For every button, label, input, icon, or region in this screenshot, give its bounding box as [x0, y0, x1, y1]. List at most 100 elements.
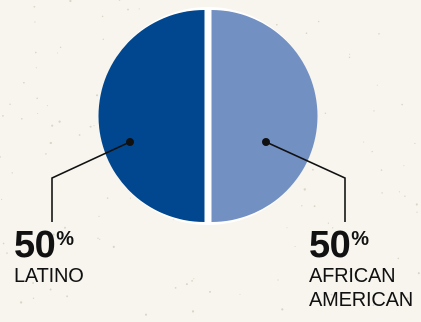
- texture-dot: [6, 252, 8, 254]
- latino-leader-dot: [126, 138, 134, 146]
- texture-dot: [11, 172, 13, 174]
- texture-dot: [97, 237, 99, 240]
- texture-dot: [34, 51, 37, 54]
- texture-dot: [32, 297, 35, 299]
- texture-dot: [19, 301, 23, 304]
- texture-dot: [372, 304, 375, 306]
- african-american-percent: 50%: [309, 226, 419, 264]
- texture-dot: [46, 105, 48, 107]
- texture-dot: [381, 192, 383, 194]
- texture-dot: [33, 5, 36, 8]
- texture-dot: [129, 197, 131, 199]
- texture-dot: [1, 198, 3, 201]
- texture-dot: [193, 278, 195, 280]
- texture-dot: [20, 117, 23, 120]
- texture-dot: [415, 203, 418, 206]
- texture-dot: [406, 297, 409, 300]
- texture-dot: [303, 188, 306, 191]
- texture-dot: [398, 191, 401, 193]
- texture-dot: [315, 251, 317, 253]
- texture-dot: [49, 288, 52, 291]
- texture-dot: [317, 20, 320, 23]
- texture-dot: [316, 296, 319, 299]
- texture-dot: [330, 293, 333, 296]
- texture-dot: [101, 15, 104, 18]
- texture-dot: [349, 270, 351, 273]
- texture-dot: [376, 84, 378, 86]
- texture-dot: [69, 0, 72, 3]
- texture-dot: [95, 94, 99, 97]
- texture-dot: [286, 227, 288, 229]
- texture-dot: [378, 33, 380, 35]
- texture-dot: [349, 53, 351, 55]
- texture-dot: [98, 215, 100, 218]
- texture-dot: [417, 272, 420, 275]
- texture-dot: [59, 46, 62, 49]
- texture-dot: [138, 8, 140, 10]
- latino-percent-symbol: %: [56, 228, 74, 250]
- texture-dot: [401, 103, 403, 106]
- latino-leader-line: [51, 141, 131, 222]
- texture-dot: [209, 290, 211, 293]
- texture-dot: [324, 112, 327, 114]
- texture-dot: [397, 257, 400, 260]
- texture-dot: [23, 81, 25, 84]
- texture-dot: [404, 195, 406, 197]
- african-american-category-label: AFRICAN AMERICAN: [309, 265, 413, 311]
- texture-dot: [277, 279, 279, 281]
- texture-dot: [174, 287, 177, 289]
- latino-percent: 50%: [14, 226, 154, 264]
- texture-dot: [275, 23, 278, 26]
- african-american-leader-line: [265, 141, 346, 222]
- texture-dot: [34, 21, 36, 23]
- african-american-leader-dot: [262, 138, 270, 146]
- texture-dot: [327, 222, 330, 224]
- texture-dot: [89, 125, 92, 128]
- texture-dot: [191, 310, 195, 313]
- texture-dot: [102, 38, 105, 41]
- latino-label-group: 50% LATINO: [14, 226, 154, 288]
- texture-dot: [112, 245, 115, 248]
- texture-dot: [313, 205, 316, 208]
- pie-slice-african-american: [211, 10, 318, 222]
- texture-dot: [52, 233, 55, 236]
- pie-slice-latino: [98, 10, 205, 222]
- texture-dot: [127, 8, 129, 11]
- texture-dot: [106, 197, 109, 199]
- african-american-percent-symbol: %: [351, 228, 369, 250]
- texture-dot: [185, 283, 188, 286]
- texture-dot: [51, 124, 54, 127]
- texture-dot: [118, 0, 121, 1]
- texture-dot: [37, 112, 39, 115]
- texture-dot: [144, 313, 148, 316]
- texture-dot: [93, 125, 95, 127]
- texture-dot: [403, 165, 405, 167]
- texture-dot: [32, 282, 35, 284]
- texture-dot: [36, 97, 38, 100]
- texture-dot: [373, 110, 375, 112]
- texture-dot: [332, 227, 334, 229]
- texture-dot: [416, 211, 418, 213]
- texture-dot: [294, 246, 296, 248]
- texture-dot: [49, 141, 52, 145]
- latino-category-label: LATINO: [14, 265, 84, 287]
- texture-dot: [348, 56, 351, 59]
- texture-dot: [301, 205, 303, 207]
- texture-dot: [9, 103, 11, 105]
- texture-dot: [363, 141, 365, 143]
- texture-dot: [66, 295, 69, 298]
- texture-dot: [281, 308, 284, 311]
- texture-dot: [239, 293, 241, 295]
- african-american-label-group: 50% AFRICAN AMERICAN: [309, 226, 419, 312]
- african-american-percent-value: 50: [309, 224, 351, 266]
- texture-dot: [0, 156, 1, 158]
- texture-dot: [1, 114, 4, 117]
- texture-dot: [2, 242, 5, 245]
- texture-dot: [312, 168, 314, 171]
- texture-dot: [35, 67, 37, 69]
- texture-dot: [99, 238, 101, 240]
- texture-dot: [45, 153, 47, 155]
- texture-dot: [58, 120, 61, 123]
